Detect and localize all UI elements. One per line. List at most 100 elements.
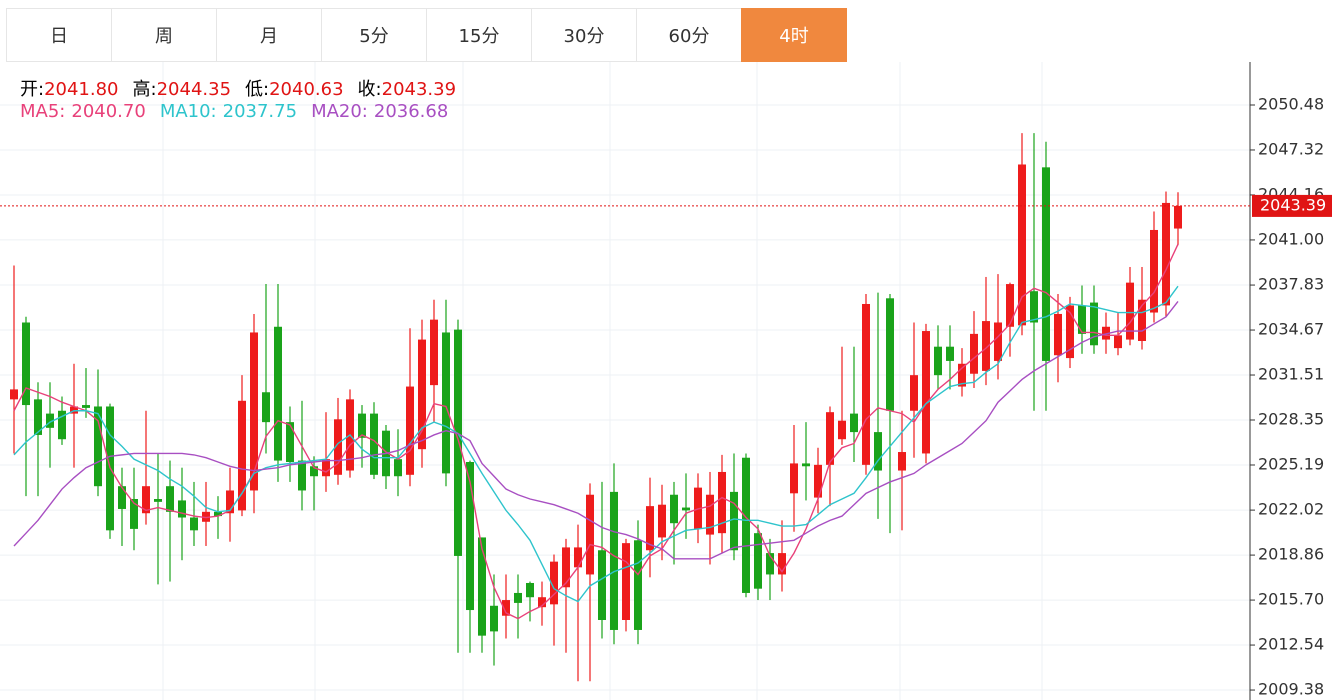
ma-value: 2036.68 xyxy=(373,101,449,122)
candle-body xyxy=(718,471,726,534)
info-label: 开: xyxy=(20,79,45,100)
y-tick-label: 2018.86 xyxy=(1258,545,1324,564)
candle-body xyxy=(658,504,666,538)
y-tick-label: 2041.00 xyxy=(1258,229,1324,248)
candle-body xyxy=(982,321,990,371)
candle-body xyxy=(838,420,846,440)
period-tab[interactable]: 4时 xyxy=(741,8,847,62)
candle-body xyxy=(94,406,102,487)
ma-line xyxy=(13,300,1179,560)
candle-body xyxy=(1018,164,1026,326)
candle-body xyxy=(358,413,366,438)
period-tab[interactable]: 月 xyxy=(216,8,321,62)
candle-body xyxy=(538,597,546,608)
ma-value: 2040.70 xyxy=(71,101,146,122)
candle-body xyxy=(562,547,570,588)
candle-body xyxy=(586,494,594,575)
y-tick-label: 2031.51 xyxy=(1258,365,1324,384)
info-value: 2041.80 xyxy=(44,79,119,100)
info-label: 收: xyxy=(357,79,382,100)
info-label: 高: xyxy=(132,79,157,100)
ma-legend: MA5: 2040.70 MA10: 2037.75 MA20: 2036.68 xyxy=(20,101,448,122)
candle-body xyxy=(190,517,198,531)
candle-body xyxy=(250,332,258,491)
candle-body xyxy=(1114,335,1122,349)
candle-body xyxy=(166,486,174,512)
candle-body xyxy=(394,459,402,477)
info-value: 2043.39 xyxy=(381,79,457,100)
candle-body xyxy=(826,412,834,465)
candle-body xyxy=(526,582,534,598)
candle-body xyxy=(730,491,738,551)
candle-body xyxy=(802,463,810,467)
period-tab[interactable]: 周 xyxy=(111,8,216,62)
info-item: 开:2041.80 xyxy=(20,75,119,101)
candle-body xyxy=(418,339,426,450)
candle-body xyxy=(622,543,630,621)
ohlc-info: 开:2041.80 高:2044.35 低:2040.63 收:2043.39 xyxy=(20,75,456,101)
period-tab[interactable]: 15分 xyxy=(426,8,531,62)
candle-body xyxy=(226,490,234,514)
candle-body xyxy=(1126,282,1134,340)
candle-body xyxy=(262,392,270,423)
candle-body xyxy=(274,326,282,461)
period-tab[interactable]: 5分 xyxy=(321,8,426,62)
period-tab[interactable]: 30分 xyxy=(531,8,636,62)
candle-body xyxy=(154,499,162,502)
candle-body xyxy=(1066,305,1074,359)
y-tick-label: 2015.70 xyxy=(1258,590,1324,609)
info-label: 低: xyxy=(245,79,270,100)
y-tick-label: 2028.35 xyxy=(1258,410,1324,429)
candle-body xyxy=(610,491,618,630)
candle-body xyxy=(574,547,582,568)
candle-body xyxy=(430,319,438,386)
ma-value: 2037.75 xyxy=(222,101,298,122)
candle-body xyxy=(1150,229,1158,313)
candle-body xyxy=(454,329,462,556)
candle-body xyxy=(910,375,918,411)
ma-label: MA10: xyxy=(159,101,217,122)
candle-body xyxy=(178,500,186,518)
candle-body xyxy=(514,592,522,603)
info-value: 2040.63 xyxy=(269,79,344,100)
candle-body xyxy=(646,506,654,551)
ma-label: MA5: xyxy=(20,101,66,122)
candle-body xyxy=(682,507,690,511)
candle-body xyxy=(58,410,66,440)
candle-body xyxy=(550,561,558,605)
y-tick-label: 2037.83 xyxy=(1258,275,1324,294)
candle-body xyxy=(406,386,414,475)
candle-body xyxy=(322,459,330,477)
candle-body xyxy=(142,486,150,514)
candle-body xyxy=(442,332,450,474)
ma-item: MA5: 2040.70 xyxy=(20,101,146,122)
y-tick-label: 2012.54 xyxy=(1258,635,1324,654)
candle-body xyxy=(958,363,966,387)
candle-body xyxy=(754,533,762,589)
candle-body xyxy=(238,400,246,511)
last-price-tag xyxy=(1252,194,1332,217)
candle-body xyxy=(70,406,78,414)
info-item: 高:2044.35 xyxy=(133,75,232,101)
candle-body xyxy=(214,511,222,517)
candle-body xyxy=(490,605,498,632)
period-tab[interactable]: 日 xyxy=(6,8,111,62)
candle-body xyxy=(82,405,90,408)
candle-body xyxy=(874,432,882,471)
y-tick-label: 2050.48 xyxy=(1258,94,1324,113)
candle-body xyxy=(670,494,678,524)
candle-body xyxy=(790,463,798,494)
candle-body xyxy=(310,466,318,477)
y-tick-label: 2022.02 xyxy=(1258,500,1324,519)
candle-body xyxy=(742,457,750,593)
candle-body xyxy=(46,413,54,428)
candle-body xyxy=(10,389,18,400)
ma-label: MA20: xyxy=(311,101,368,122)
candle-body xyxy=(478,537,486,636)
candle-body xyxy=(1006,284,1014,327)
period-tab[interactable]: 60分 xyxy=(636,8,741,62)
y-tick-label: 2009.38 xyxy=(1258,680,1324,699)
candle-body xyxy=(22,322,30,406)
period-tabs: 日周月 5分 15分 30分 60分 4时 xyxy=(6,8,847,62)
